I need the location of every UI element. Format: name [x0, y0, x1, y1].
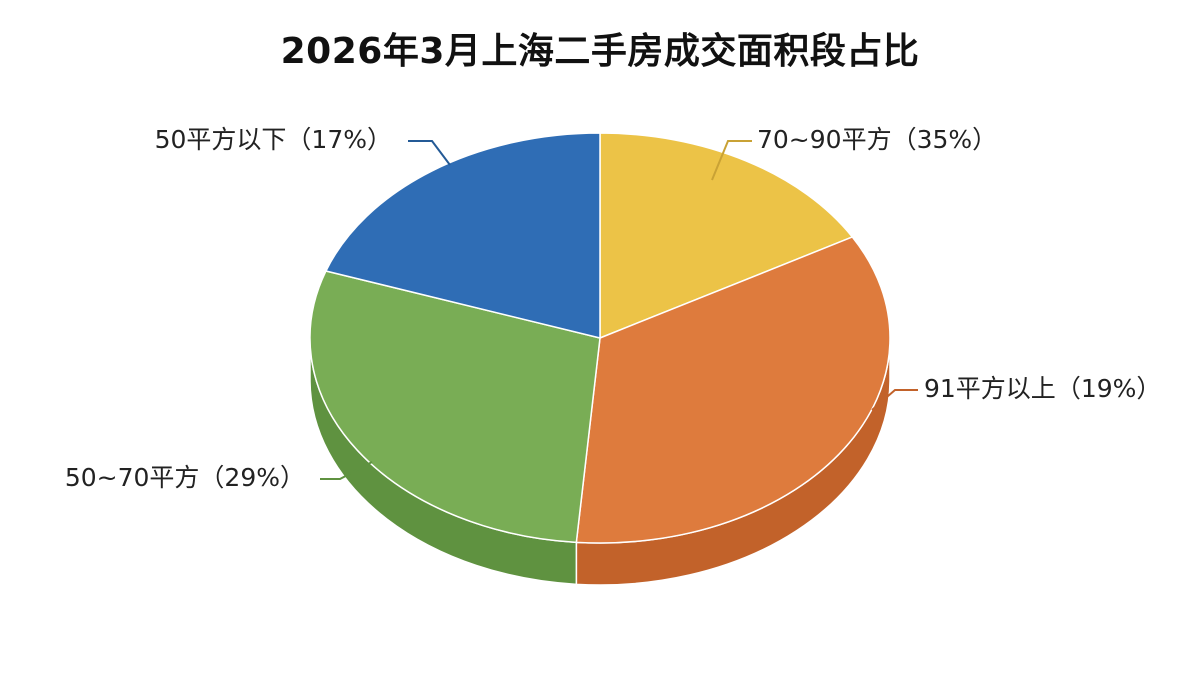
slice-4-leader-line — [408, 140, 451, 166]
pie-side-layer — [309, 337, 891, 586]
slice-2-leader-line — [871, 389, 918, 411]
slice-2-label-name: 91平方以上 — [924, 374, 1056, 403]
slice-2-label: 91平方以上（19%） — [924, 374, 1161, 403]
slice-1-label-percent: （35%） — [892, 125, 998, 154]
slice-3-label-name: 50~70平方 — [65, 463, 200, 492]
slice-1-label-name: 70~90平方 — [757, 125, 892, 154]
slice-3-label-percent: （29%） — [199, 463, 305, 492]
slice-4-label: 50平方以下（17%） — [155, 125, 392, 154]
slice-2-top — [575, 236, 891, 544]
slice-1-top — [599, 132, 854, 339]
slice-1-leader-line — [711, 140, 752, 181]
slice-2-label-percent: （19%） — [1056, 374, 1162, 403]
slice-1-label: 70~90平方（35%） — [757, 125, 997, 154]
pie-top-layer — [309, 132, 891, 544]
slice-3-label: 50~70平方（29%） — [65, 463, 305, 492]
chart-title: 2026年3月上海二手房成交面积段占比 — [280, 31, 920, 72]
slice-3-leader-line — [320, 461, 373, 480]
slice-4-label-percent: （17%） — [286, 125, 392, 154]
slice-4-label-name: 50平方以下 — [155, 125, 287, 154]
slice-label-layer: 70~90平方（35%） 91平方以上（19%） 50~70平方（29%） 50平方以… — [65, 125, 1162, 492]
slice-4-top — [325, 132, 601, 339]
slice-3-top — [309, 270, 601, 544]
leader-line-layer — [320, 140, 918, 480]
